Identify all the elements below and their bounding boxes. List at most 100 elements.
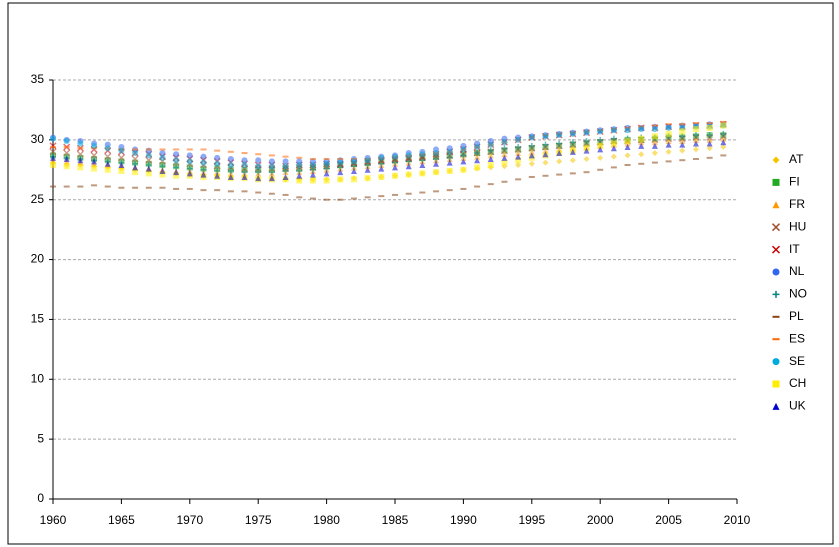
data-point bbox=[528, 148, 535, 155]
data-point bbox=[145, 165, 152, 172]
data-point bbox=[692, 146, 699, 153]
data-point bbox=[419, 151, 426, 158]
data-point bbox=[569, 157, 576, 164]
legend-marker bbox=[772, 402, 780, 410]
data-point bbox=[159, 171, 166, 178]
data-point bbox=[433, 169, 440, 176]
data-point bbox=[132, 150, 139, 157]
y-tick-label: 35 bbox=[31, 72, 45, 86]
y-tick-label: 25 bbox=[31, 192, 45, 206]
data-point bbox=[638, 139, 645, 146]
data-point bbox=[268, 163, 275, 170]
data-point bbox=[679, 138, 686, 145]
data-point bbox=[542, 147, 549, 154]
data-point bbox=[446, 159, 453, 166]
data-point bbox=[323, 160, 330, 167]
data-point bbox=[378, 173, 385, 180]
data-point bbox=[392, 164, 398, 171]
data-point bbox=[665, 124, 672, 131]
data-point bbox=[487, 141, 494, 148]
data-point bbox=[268, 158, 275, 165]
legend-marker bbox=[772, 358, 780, 366]
legend-label: ES bbox=[789, 331, 805, 345]
data-point bbox=[323, 170, 330, 177]
data-point bbox=[706, 136, 713, 143]
data-point bbox=[227, 156, 234, 163]
data-point bbox=[474, 164, 481, 171]
data-point bbox=[309, 161, 316, 168]
data-point bbox=[610, 127, 617, 134]
data-point bbox=[433, 160, 440, 167]
x-tick-label: 2005 bbox=[655, 513, 682, 527]
data-point bbox=[556, 150, 563, 157]
data-point bbox=[227, 167, 234, 174]
data-point bbox=[597, 146, 604, 153]
y-tick-label: 15 bbox=[31, 312, 45, 326]
data-point bbox=[63, 149, 71, 157]
data-point bbox=[679, 147, 686, 154]
data-point bbox=[706, 132, 713, 139]
data-point bbox=[227, 161, 234, 168]
data-point bbox=[241, 161, 248, 168]
data-point bbox=[337, 169, 344, 176]
x-tick-label: 1975 bbox=[245, 513, 272, 527]
data-point bbox=[610, 153, 617, 160]
data-point bbox=[63, 163, 70, 170]
data-point bbox=[173, 151, 180, 158]
data-point bbox=[214, 160, 221, 167]
data-point bbox=[651, 139, 658, 146]
data-point bbox=[542, 141, 549, 148]
data-point bbox=[282, 158, 289, 165]
x-tick-label: 1995 bbox=[518, 513, 545, 527]
data-point bbox=[337, 159, 344, 166]
data-point bbox=[706, 145, 713, 152]
y-tick-label: 5 bbox=[37, 431, 44, 445]
data-point bbox=[487, 147, 494, 154]
data-point bbox=[378, 154, 385, 161]
data-point bbox=[556, 140, 563, 147]
data-point bbox=[200, 171, 207, 178]
data-point bbox=[474, 144, 481, 151]
data-point bbox=[460, 158, 467, 165]
data-point bbox=[610, 145, 617, 152]
data-point bbox=[282, 163, 289, 170]
data-point bbox=[460, 166, 467, 173]
data-point bbox=[241, 157, 248, 164]
x-tick-label: 2000 bbox=[587, 513, 614, 527]
data-point bbox=[49, 148, 57, 156]
data-point bbox=[309, 171, 316, 178]
data-point bbox=[501, 151, 508, 158]
data-point bbox=[296, 161, 303, 168]
data-point bbox=[651, 142, 658, 149]
data-point bbox=[720, 144, 727, 151]
data-point bbox=[63, 138, 70, 145]
chart-frame bbox=[7, 2, 834, 545]
data-point bbox=[692, 132, 699, 139]
legend-label: UK bbox=[789, 399, 806, 413]
data-point bbox=[405, 152, 412, 159]
data-point bbox=[350, 158, 357, 165]
data-point bbox=[159, 154, 166, 161]
data-point bbox=[542, 133, 549, 140]
data-point bbox=[117, 154, 125, 162]
legend-label: FI bbox=[789, 175, 800, 189]
data-point bbox=[515, 153, 522, 160]
data-point bbox=[679, 141, 686, 148]
data-point bbox=[665, 141, 672, 148]
data-point bbox=[91, 142, 98, 149]
legend-label: AT bbox=[789, 152, 804, 166]
data-point bbox=[638, 151, 645, 158]
data-point bbox=[268, 175, 275, 182]
data-point bbox=[131, 155, 139, 163]
data-point bbox=[104, 166, 111, 173]
data-point bbox=[282, 173, 289, 180]
data-point bbox=[91, 158, 98, 165]
data-point bbox=[692, 136, 699, 143]
data-point bbox=[679, 128, 686, 135]
data-point bbox=[569, 139, 576, 146]
data-point bbox=[515, 136, 522, 143]
data-point bbox=[309, 177, 316, 184]
x-tick-label: 1980 bbox=[313, 513, 340, 527]
data-point bbox=[706, 124, 713, 131]
data-point bbox=[392, 172, 398, 179]
